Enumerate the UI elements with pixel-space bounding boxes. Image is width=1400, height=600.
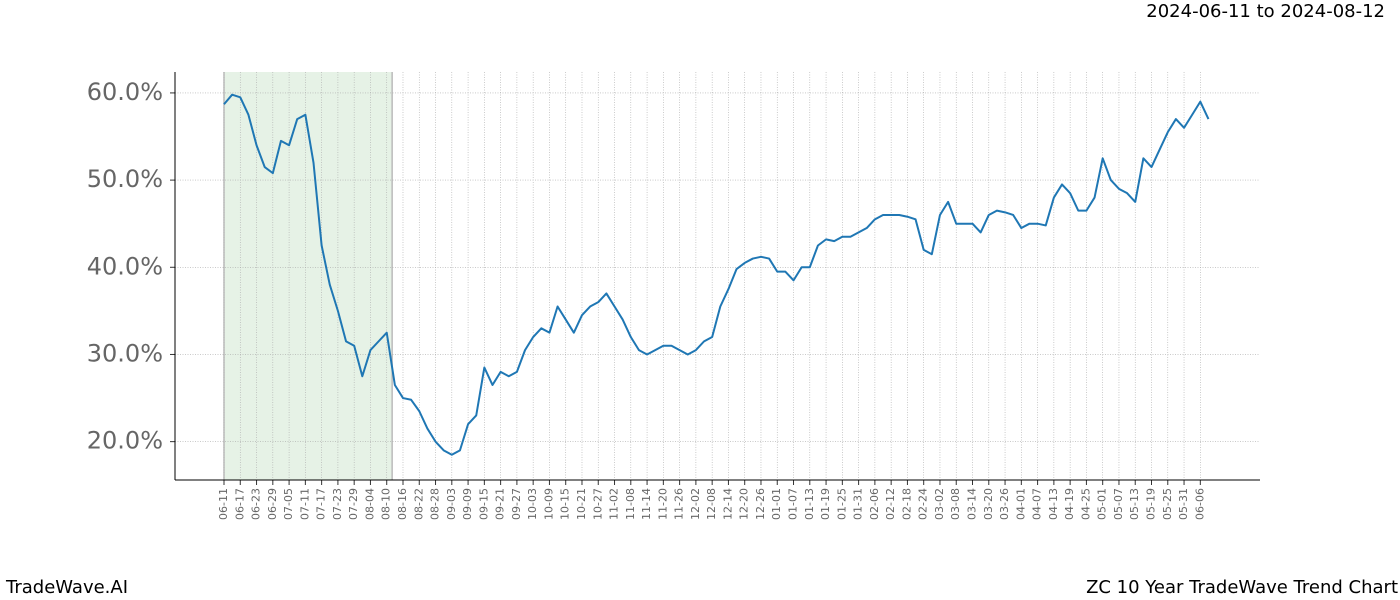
x-tick-label: 07-23 xyxy=(331,488,344,520)
highlight-band xyxy=(224,72,393,480)
x-tick-label: 04-19 xyxy=(1063,488,1076,520)
x-tick-label: 12-08 xyxy=(705,488,718,520)
x-tick-label: 07-17 xyxy=(315,488,328,520)
x-tick-label: 11-26 xyxy=(673,488,686,520)
x-tick-label: 09-09 xyxy=(461,488,474,520)
x-tick-label: 02-24 xyxy=(917,488,930,520)
chart-title: 2024-06-11 to 2024-08-12 xyxy=(1146,1,1385,22)
x-tick-label: 05-19 xyxy=(1145,488,1158,520)
x-tick-label: 06-11 xyxy=(217,488,230,520)
trend-line xyxy=(223,93,1210,456)
x-tick-label: 12-26 xyxy=(754,488,767,520)
x-tick-label: 06-29 xyxy=(266,488,279,520)
x-tick-label: 03-26 xyxy=(998,488,1011,520)
x-tick-label: 12-14 xyxy=(721,488,734,520)
x-tick-label: 03-02 xyxy=(933,488,946,520)
x-tick-label: 01-07 xyxy=(787,488,800,520)
footer-left: TradeWave.AI xyxy=(5,577,128,598)
x-tick-label: 08-28 xyxy=(429,488,442,520)
x-tick-label: 08-22 xyxy=(412,488,425,520)
x-tick-label: 09-15 xyxy=(477,488,490,520)
x-tick-label: 05-01 xyxy=(1096,488,1109,520)
x-tick-label: 10-27 xyxy=(591,488,604,520)
x-tick-label: 11-08 xyxy=(624,488,637,520)
x-tick-label: 09-27 xyxy=(510,488,523,520)
x-tick-label: 01-13 xyxy=(803,488,816,520)
x-tick-label: 11-20 xyxy=(656,488,669,520)
x-tick-label: 01-19 xyxy=(819,488,832,520)
x-tick-label: 06-17 xyxy=(233,488,246,520)
x-tick-label: 06-23 xyxy=(250,488,263,520)
x-tick-label: 05-13 xyxy=(1128,488,1141,520)
x-tick-label: 10-03 xyxy=(526,488,539,520)
x-tick-label: 03-14 xyxy=(966,488,979,520)
x-tick-label: 01-01 xyxy=(770,488,783,520)
x-tick-label: 04-25 xyxy=(1079,488,1092,520)
x-tick-label: 02-18 xyxy=(900,488,913,520)
x-tick-label: 10-15 xyxy=(559,488,572,520)
x-tick-label: 06-06 xyxy=(1193,488,1206,520)
x-tick-label: 09-03 xyxy=(445,488,458,520)
x-tick-label: 07-11 xyxy=(298,488,311,520)
x-tick-label: 05-31 xyxy=(1177,488,1190,520)
x-tick-label: 03-08 xyxy=(949,488,962,520)
y-tick-label: 40.0% xyxy=(87,252,163,280)
x-tick-label: 11-14 xyxy=(640,488,653,520)
x-tick-label: 05-25 xyxy=(1161,488,1174,520)
x-tick-label: 07-05 xyxy=(282,488,295,520)
y-tick-label: 50.0% xyxy=(87,165,163,193)
x-tick-label: 08-10 xyxy=(380,488,393,520)
x-tick-label: 08-16 xyxy=(396,488,409,520)
x-tick-label: 10-21 xyxy=(575,488,588,520)
x-tick-label: 03-20 xyxy=(982,488,995,520)
y-tick-label: 20.0% xyxy=(87,427,163,455)
x-tick-label: 11-02 xyxy=(608,488,621,520)
y-tick-label: 30.0% xyxy=(87,339,163,367)
x-tick-label: 04-13 xyxy=(1047,488,1060,520)
x-tick-label: 10-09 xyxy=(542,488,555,520)
x-tick-label: 02-12 xyxy=(884,488,897,520)
x-tick-label: 01-31 xyxy=(852,488,865,520)
y-tick-label: 60.0% xyxy=(87,78,163,106)
x-tick-label: 12-02 xyxy=(689,488,702,520)
x-tick-label: 04-07 xyxy=(1031,488,1044,520)
x-tick-label: 09-21 xyxy=(494,488,507,520)
x-tick-label: 12-20 xyxy=(738,488,751,520)
x-tick-label: 01-25 xyxy=(835,488,848,520)
x-tick-label: 04-01 xyxy=(1014,488,1027,520)
x-tick-label: 02-06 xyxy=(868,488,881,520)
x-tick-label: 07-29 xyxy=(347,488,360,520)
x-tick-label: 05-07 xyxy=(1112,488,1125,520)
x-tick-label: 08-04 xyxy=(363,488,376,520)
footer-right: ZC 10 Year TradeWave Trend Chart xyxy=(1086,577,1398,598)
